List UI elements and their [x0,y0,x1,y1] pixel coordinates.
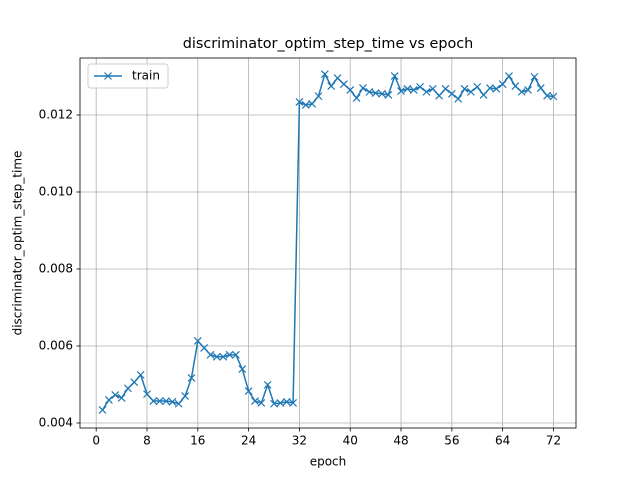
marker [441,84,450,93]
marker [352,94,361,102]
plot-frame [79,57,577,429]
marker [390,72,399,81]
legend: train [87,63,169,89]
marker [466,87,475,96]
marker [200,343,209,352]
marker [333,74,342,82]
y-tick-label: 0.010 [39,184,73,198]
marker [517,87,526,96]
marker [454,94,463,103]
marker [384,91,393,99]
marker [276,399,285,407]
x-tick-label: 40 [343,434,358,448]
marker [212,352,221,361]
marker [263,380,272,389]
marker [320,70,329,79]
x-tick-label: 16 [190,434,205,448]
marker [524,86,532,94]
marker [295,97,304,106]
marker [365,87,374,96]
marker [359,84,367,92]
marker [187,374,196,382]
marker [98,405,107,414]
marker [174,399,183,408]
marker [403,84,412,93]
marker [530,72,539,81]
marker [289,399,297,407]
x-tick-label: 48 [393,434,408,448]
marker [155,397,164,405]
legend-label: train [132,69,160,83]
marker [130,378,139,387]
marker [397,87,405,96]
marker [473,82,482,91]
marker [486,84,494,92]
marker [428,84,437,93]
marker [162,397,170,405]
marker [505,72,513,81]
y-tick-label: 0.006 [39,338,73,352]
marker [435,91,444,100]
marker [168,397,177,406]
marker [308,99,317,108]
marker [225,350,234,359]
marker [149,397,158,405]
y-tick-label: 0.004 [39,415,73,429]
x-axis-label: epoch [310,455,347,469]
marker [270,399,278,408]
marker [244,387,253,395]
x-tick-label: 8 [143,434,151,448]
marker [181,392,190,400]
marker [238,365,247,374]
marker [111,390,120,399]
legend-box [87,63,169,89]
marker [314,92,323,101]
marker [193,337,202,345]
y-tick-label: 0.012 [39,107,73,121]
marker [301,101,310,109]
marker [543,91,552,100]
marker [206,350,215,359]
y-axis-label: discriminator_optim_step_time [11,151,25,336]
marker [549,92,558,101]
marker [536,84,545,92]
marker [346,86,355,94]
series-line [101,72,554,411]
marker [124,384,132,393]
legend-marker [104,72,112,80]
marker [136,370,145,379]
marker [251,397,259,405]
marker [378,89,386,98]
marker [257,399,266,407]
x-tick-label: 24 [241,434,256,448]
y-tick-label: 0.008 [39,261,73,275]
x-tick-label: 64 [495,434,510,448]
x-tick-label: 72 [546,434,561,448]
marker [409,86,418,94]
marker [327,82,336,91]
marker [492,84,501,93]
x-tick-label: 32 [292,434,307,448]
x-tick-label: 56 [444,434,459,448]
marker [416,82,425,91]
marker [511,82,520,91]
marker [371,89,380,97]
marker [498,80,507,89]
marker [219,352,228,361]
marker [422,87,431,96]
marker [460,84,469,93]
marker [447,89,456,98]
marker [282,397,291,406]
marker [117,394,126,402]
marker [104,395,113,404]
marker [479,91,488,99]
marker [143,390,151,399]
chart-title: discriminator_optim_step_time vs epoch [183,36,474,52]
marker [231,350,240,359]
x-tick-label: 0 [92,434,100,448]
marker [339,80,348,89]
